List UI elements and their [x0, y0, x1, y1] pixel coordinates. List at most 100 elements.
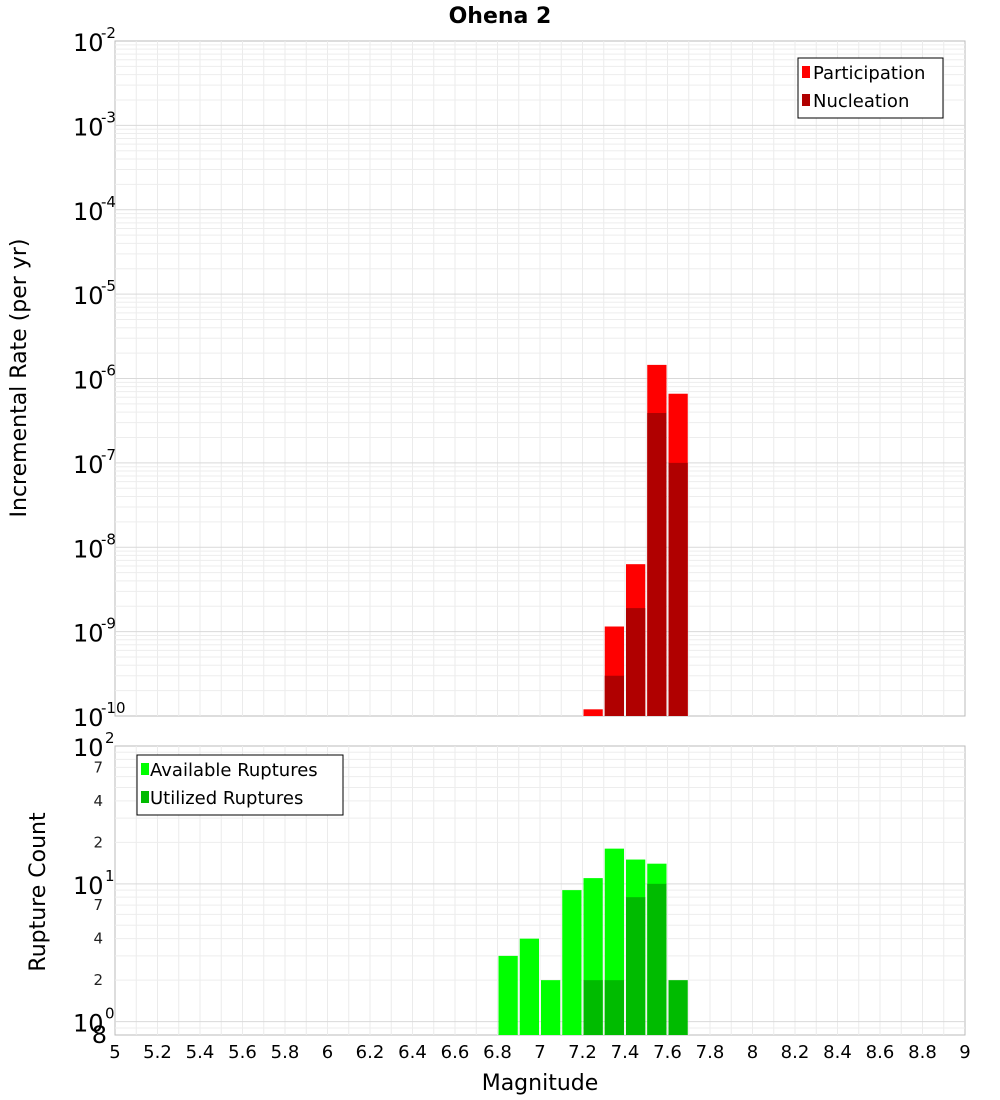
bottom-y-tick-base: 10 [73, 734, 104, 762]
bar-utilized-ruptures-3 [647, 883, 667, 1035]
x-tick-label: 6 [322, 1042, 333, 1063]
bottom-y-minor-tick: 7 [93, 758, 103, 776]
bar-utilized-ruptures-4 [668, 980, 688, 1035]
x-tick-label: 8.8 [908, 1042, 937, 1063]
top-legend: Participation Nucleation [797, 57, 944, 119]
top-y-tick: 10-10 [73, 699, 126, 732]
x-tick-label: 5.6 [228, 1042, 257, 1063]
legend-label-utilized: Utilized Ruptures [150, 788, 303, 809]
top-y-tick-base: 10 [73, 198, 104, 226]
top-plot: 10-210-310-410-510-610-710-810-910-10 In… [7, 24, 966, 732]
legend-label-nucleation: Nucleation [813, 91, 909, 112]
top-y-tick: 10-4 [73, 193, 116, 226]
bar-nucleation-2 [647, 413, 667, 716]
bar-nucleation-1 [626, 608, 646, 716]
top-y-tick-base: 10 [73, 451, 104, 479]
bar-participation-0 [583, 709, 603, 716]
x-tick-label: 7 [534, 1042, 545, 1063]
bottom-y-axis-title: Rupture Count [26, 812, 51, 972]
bottom-y-tick-base: 10 [73, 872, 104, 900]
top-y-tick: 10-5 [73, 277, 116, 310]
top-y-tick: 10-2 [73, 24, 116, 57]
top-y-tick-base: 10 [73, 113, 104, 141]
x-tick-label: 7.6 [653, 1042, 682, 1063]
legend-swatch-available [141, 763, 149, 775]
x-tick-label: 5 [109, 1042, 120, 1063]
top-y-tick-exp: -6 [101, 362, 116, 380]
top-y-tick-exp: -5 [101, 277, 116, 295]
bar-utilized-ruptures-2 [626, 897, 646, 1035]
legend-label-participation: Participation [813, 63, 925, 84]
x-tick-label: 8.6 [866, 1042, 895, 1063]
bottom-legend: Available Ruptures Utilized Ruptures [136, 754, 344, 816]
bar-utilized-ruptures-1 [604, 980, 624, 1035]
x-tick-label: 8 [747, 1042, 758, 1063]
bottom-y-minor-tick: 8 [92, 1021, 107, 1049]
top-y-axis-title: Incremental Rate (per yr) [7, 239, 32, 518]
bottom-y-minor-tick: 2 [93, 971, 103, 989]
top-y-tick-exp: -3 [101, 108, 116, 126]
bottom-y-minor-tick: 2 [93, 833, 103, 851]
x-tick-label: 5.4 [186, 1042, 215, 1063]
x-tick-label: 6.8 [483, 1042, 512, 1063]
legend-swatch-nucleation [802, 94, 810, 106]
top-y-tick-exp: -7 [101, 446, 116, 464]
top-y-tick-labels: 10-210-310-410-510-610-710-810-910-10 [73, 24, 126, 732]
bottom-y-tick-exp: 1 [105, 867, 115, 885]
bottom-y-minor-tick: 4 [93, 930, 103, 948]
x-tick-label: 7.2 [568, 1042, 597, 1063]
legend-swatch-utilized [141, 791, 149, 803]
x-tick-label: 8.4 [823, 1042, 852, 1063]
top-y-tick-base: 10 [73, 282, 104, 310]
bottom-y-minor-tick: 7 [93, 896, 103, 914]
x-tick-label: 6.6 [441, 1042, 470, 1063]
x-tick-label: 6.2 [356, 1042, 385, 1063]
x-tick-label: 6.4 [398, 1042, 427, 1063]
x-tick-label: 5.2 [143, 1042, 172, 1063]
bottom-y-major-tick: 10 0 [73, 1005, 115, 1038]
bottom-legend-box [136, 754, 344, 816]
bottom-y-minor-tick: 4 [93, 792, 103, 810]
top-y-tick-exp: -10 [101, 699, 126, 717]
bar-available-ruptures-3 [562, 890, 582, 1035]
top-y-tick-exp: -2 [101, 24, 116, 42]
legend-swatch-participation [802, 66, 810, 78]
x-tick-label: 8.2 [781, 1042, 810, 1063]
top-legend-box [797, 57, 944, 119]
top-y-tick-base: 10 [73, 620, 104, 648]
bar-utilized-ruptures-0 [583, 980, 603, 1035]
top-y-tick: 10-8 [73, 530, 116, 563]
top-gridlines [115, 41, 965, 716]
x-tick-label: 7.8 [696, 1042, 725, 1063]
bottom-y-major-tick: 10 2 [73, 729, 115, 762]
top-y-tick-base: 10 [73, 367, 104, 395]
x-axis-title: Magnitude [482, 1071, 599, 1096]
bar-nucleation-3 [668, 462, 688, 716]
bar-available-ruptures-2 [541, 980, 561, 1035]
top-y-tick-base: 10 [73, 704, 104, 732]
bottom-bars [498, 848, 688, 1035]
top-y-tick-base: 10 [73, 535, 104, 563]
top-bars [583, 364, 688, 716]
bottom-y-major-tick: 10 1 [73, 867, 115, 900]
top-y-tick-base: 10 [73, 29, 104, 57]
top-y-tick: 10-6 [73, 362, 116, 395]
x-tick-label: 5.8 [271, 1042, 300, 1063]
top-y-tick: 10-3 [73, 108, 116, 141]
bottom-y-tick-base: 10 [73, 1010, 104, 1038]
bar-available-ruptures-1 [519, 938, 539, 1035]
legend-label-available: Available Ruptures [150, 760, 318, 781]
top-y-tick-exp: -8 [101, 530, 116, 548]
bottom-gridlines [115, 746, 965, 1035]
chart-title: Ohena 2 [449, 4, 552, 29]
bar-available-ruptures-0 [498, 955, 518, 1035]
top-y-tick-exp: -9 [101, 615, 116, 633]
x-tick-labels: 5 5.2 5.4 5.6 5.8 6 6.2 6.4 6.6 6.8 7 7.2 7.4 7.6 7.8 8… [109, 1042, 970, 1063]
x-tick-label: 7.4 [611, 1042, 640, 1063]
top-y-tick-exp: -4 [101, 193, 116, 211]
bottom-y-tick-exp: 2 [105, 729, 115, 747]
top-y-tick: 10-7 [73, 446, 116, 479]
bar-nucleation-0 [604, 675, 624, 716]
